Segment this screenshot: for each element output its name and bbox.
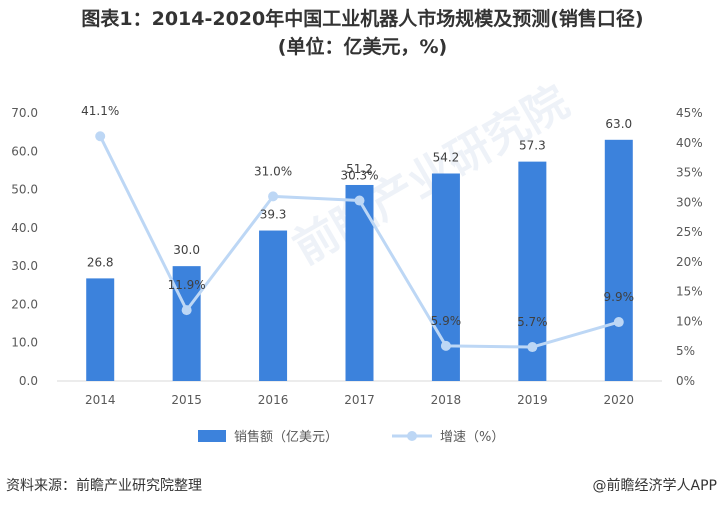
y-right-tick-label: 10% (676, 314, 703, 328)
growth-data-label: 41.1% (81, 104, 119, 118)
y-right-tick-label: 20% (676, 255, 703, 269)
x-tick-label: 2016 (258, 393, 289, 407)
y-right-tick-label: 30% (676, 195, 703, 209)
bar (259, 230, 288, 381)
growth-data-label: 11.9% (168, 278, 206, 292)
bar-data-label: 63.0 (605, 117, 632, 131)
y-left-tick-label: 30.0 (11, 259, 38, 273)
growth-point (527, 342, 538, 353)
y-left-tick-label: 50.0 (11, 183, 38, 197)
x-tick-label: 2014 (85, 393, 116, 407)
bar-data-label: 51.2 (346, 162, 373, 176)
bar-data-label: 54.2 (433, 150, 460, 164)
bar-data-label: 57.3 (519, 139, 546, 153)
x-tick-label: 2017 (344, 393, 375, 407)
growth-data-label: 5.7% (517, 315, 548, 329)
source-note: 资料来源：前瞻产业研究院整理 (6, 478, 202, 494)
legend-bar-swatch (198, 430, 226, 442)
y-right-tick-label: 25% (676, 225, 703, 239)
y-left-tick-label: 20.0 (11, 297, 38, 311)
chart-title: 图表1：2014-2020年中国工业机器人市场规模及预测(销售口径) (81, 8, 644, 30)
y-right-tick-label: 45% (676, 106, 703, 120)
growth-point (354, 195, 365, 206)
bar-data-label: 39.3 (260, 208, 287, 222)
x-tick-label: 2018 (431, 393, 462, 407)
y-right-tick-label: 40% (676, 136, 703, 150)
growth-point (268, 191, 279, 202)
bar (172, 266, 201, 381)
credit-note: @前瞻经济学人APP (592, 478, 717, 494)
growth-point (95, 131, 106, 142)
legend-line-marker (407, 431, 417, 441)
y-left-tick-label: 60.0 (11, 144, 38, 158)
x-tick-label: 2019 (517, 393, 548, 407)
growth-point (613, 317, 624, 328)
y-left-tick-label: 70.0 (11, 106, 38, 120)
growth-data-label: 31.0% (254, 164, 292, 178)
y-right-tick-label: 5% (676, 344, 695, 358)
growth-point (440, 340, 451, 351)
growth-data-label: 30.3% (340, 169, 378, 183)
legend-bar-label: 销售额（亿美元） (234, 429, 338, 445)
y-left-tick-label: 40.0 (11, 221, 38, 235)
y-left-tick-label: 10.0 (11, 336, 38, 350)
growth-point (181, 305, 192, 316)
bar (86, 278, 115, 381)
growth-data-label: 5.9% (431, 314, 462, 328)
y-left-tick-label: 0.0 (19, 374, 38, 388)
growth-data-label: 9.9% (604, 290, 635, 304)
y-right-tick-label: 35% (676, 166, 703, 180)
y-right-tick-label: 0% (676, 374, 695, 388)
x-tick-label: 2015 (171, 393, 202, 407)
bar (604, 139, 633, 381)
chart-subtitle: (单位：亿美元，%) (277, 36, 448, 58)
bar-data-label: 30.0 (173, 243, 200, 257)
bar-data-label: 26.8 (87, 255, 114, 269)
legend-line-label: 增速（%） (440, 430, 504, 445)
x-tick-label: 2020 (604, 393, 635, 407)
y-right-tick-label: 15% (676, 285, 703, 299)
